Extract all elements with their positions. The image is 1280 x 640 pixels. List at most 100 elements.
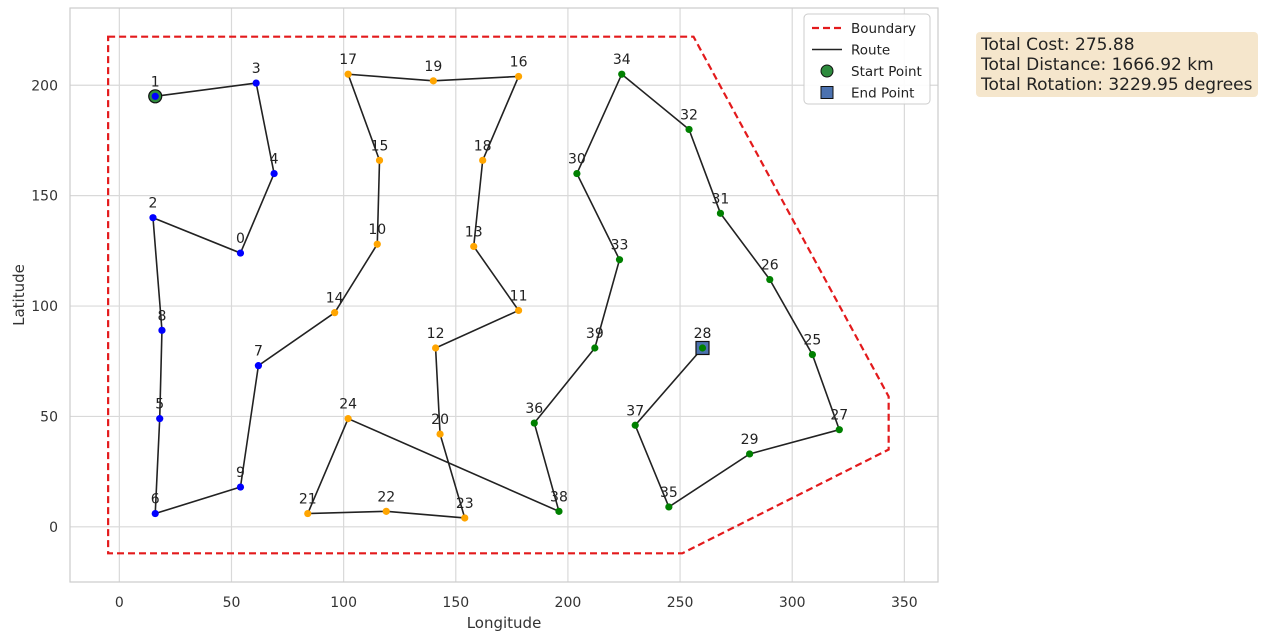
boundary-polygon <box>107 35 890 555</box>
node-label-3: 3 <box>252 61 261 77</box>
y-tick-label: 200 <box>31 78 58 94</box>
node-label-39: 39 <box>586 326 604 342</box>
legend-label: End Point <box>851 86 914 102</box>
node-label-23: 23 <box>456 496 474 512</box>
x-tick-label: 250 <box>667 595 694 611</box>
total-distance: Total Distance: 1666.92 km <box>981 55 1214 75</box>
node-label-7: 7 <box>254 344 263 360</box>
x-tick-label: 0 <box>115 595 124 611</box>
y-tick-label: 100 <box>31 299 58 315</box>
node-point-4 <box>270 169 278 178</box>
node-point-6 <box>151 509 159 518</box>
node-point-23 <box>461 514 469 522</box>
y-tick-label: 50 <box>40 409 58 425</box>
node-point-13 <box>470 242 478 251</box>
node-label-9: 9 <box>236 465 245 481</box>
node-point-27 <box>835 426 843 434</box>
node-point-18 <box>479 156 487 164</box>
node-label-11: 11 <box>510 288 528 304</box>
node-label-25: 25 <box>803 333 821 349</box>
node-point-24 <box>344 415 352 423</box>
x-tick-label: 100 <box>330 595 357 611</box>
node-label-18: 18 <box>474 138 492 154</box>
node-point-28 <box>698 344 707 352</box>
node-point-12 <box>431 344 440 352</box>
node-label-27: 27 <box>830 408 848 424</box>
node-label-37: 37 <box>626 403 644 419</box>
node-label-33: 33 <box>611 238 629 254</box>
gridlines <box>70 8 938 582</box>
plot-frame <box>69 7 939 583</box>
node-point-17 <box>344 70 352 78</box>
node-label-4: 4 <box>270 152 279 168</box>
node-label-24: 24 <box>339 397 357 413</box>
node-point-31 <box>716 209 725 217</box>
node-label-5: 5 <box>155 397 164 413</box>
x-tick-label: 300 <box>779 595 806 611</box>
x-axis-label: Longitude <box>467 614 542 632</box>
node-point-36 <box>530 419 538 427</box>
node-label-32: 32 <box>680 107 698 123</box>
legend-end-swatch <box>820 86 834 99</box>
node-point-7 <box>254 362 263 370</box>
node-label-30: 30 <box>568 152 586 168</box>
node-label-12: 12 <box>427 326 445 342</box>
node-point-16 <box>514 72 523 81</box>
node-point-15 <box>375 156 384 164</box>
node-point-8 <box>158 326 166 334</box>
node-point-25 <box>808 351 816 359</box>
y-tick-label: 150 <box>31 189 58 205</box>
legend-start-swatch <box>820 64 834 78</box>
node-label-6: 6 <box>151 492 160 508</box>
node-point-9 <box>236 483 245 491</box>
y-tick-label: 0 <box>49 520 58 536</box>
node-point-14 <box>331 309 339 317</box>
node-point-33 <box>615 256 624 264</box>
node-point-22 <box>382 507 390 515</box>
node-point-30 <box>573 169 581 178</box>
node-point-10 <box>373 240 381 248</box>
node-point-19 <box>429 77 437 85</box>
total-cost: Total Cost: 275.88 <box>981 35 1135 55</box>
node-point-26 <box>766 275 774 284</box>
node-point-20 <box>436 430 444 438</box>
node-label-20: 20 <box>431 412 449 428</box>
node-point-21 <box>304 509 312 518</box>
node-point-38 <box>555 507 563 515</box>
node-label-38: 38 <box>550 489 568 505</box>
node-label-10: 10 <box>368 222 386 238</box>
node-label-22: 22 <box>377 489 395 505</box>
node-label-15: 15 <box>371 138 389 154</box>
node-point-29 <box>745 450 754 458</box>
node-point-32 <box>685 125 693 134</box>
node-label-19: 19 <box>424 59 442 75</box>
x-tick-label: 200 <box>555 595 582 611</box>
node-label-21: 21 <box>299 492 317 508</box>
legend-box <box>803 13 931 105</box>
legend-label: Start Point <box>851 64 922 80</box>
node-label-35: 35 <box>660 485 678 501</box>
node-point-1 <box>151 92 159 100</box>
node-label-16: 16 <box>510 54 528 70</box>
summary-box: Total Cost: 275.88 Total Distance: 1666.… <box>976 32 1259 97</box>
route-line <box>152 72 841 519</box>
legend-label: Boundary <box>851 21 916 37</box>
x-tick-label: 50 <box>223 595 241 611</box>
node-point-34 <box>618 70 626 78</box>
node-point-11 <box>514 306 523 315</box>
node-label-31: 31 <box>712 191 730 207</box>
node-point-3 <box>252 79 260 87</box>
node-label-26: 26 <box>761 258 779 274</box>
node-label-2: 2 <box>149 196 158 212</box>
node-point-35 <box>665 503 673 511</box>
node-point-2 <box>149 214 157 222</box>
node-label-17: 17 <box>339 52 357 68</box>
total-rotation: Total Rotation: 3229.95 degrees <box>981 75 1253 95</box>
node-label-13: 13 <box>465 224 483 240</box>
node-point-37 <box>631 421 639 429</box>
node-label-1: 1 <box>151 74 160 90</box>
x-tick-label: 150 <box>442 595 469 611</box>
node-label-14: 14 <box>326 291 344 307</box>
x-tick-label: 350 <box>891 595 918 611</box>
